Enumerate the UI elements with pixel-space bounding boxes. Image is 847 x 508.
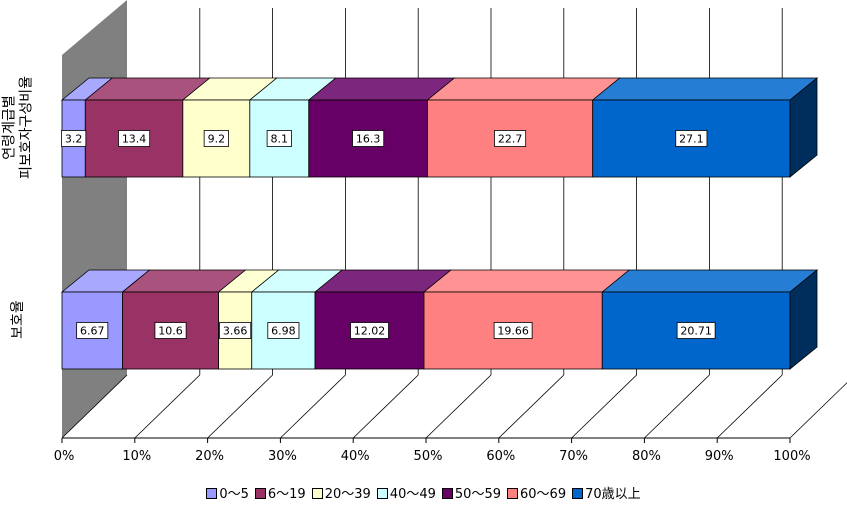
legend-swatch bbox=[441, 488, 453, 499]
floor-gridline bbox=[644, 374, 710, 439]
legend-swatch bbox=[507, 488, 518, 499]
bar-top bbox=[591, 77, 819, 101]
category-label: 연령계급별 bbox=[2, 95, 18, 159]
data-label-box bbox=[267, 322, 300, 339]
floor-gridline bbox=[716, 374, 783, 439]
legend-item: 20～39 bbox=[311, 483, 371, 502]
x-tick-label: 100% bbox=[773, 449, 810, 464]
category-label: 보호율 bbox=[10, 300, 26, 339]
legend-swatch bbox=[572, 488, 584, 499]
data-label-box bbox=[676, 322, 716, 339]
side-wall bbox=[62, 0, 127, 438]
legend-item: 70歳以上 bbox=[572, 483, 641, 502]
legend-item: 40～49 bbox=[376, 483, 436, 502]
data-label: 3.2 bbox=[65, 133, 83, 146]
data-label: 19.66 bbox=[497, 325, 529, 338]
floor-gridline bbox=[425, 374, 492, 439]
legend-label: 20～39 bbox=[324, 487, 371, 502]
data-label-box bbox=[61, 130, 87, 147]
floor-gridline bbox=[789, 382, 847, 439]
legend-label: 70歳以上 bbox=[585, 487, 641, 502]
data-label: 8.1 bbox=[271, 133, 289, 146]
bar-top bbox=[601, 269, 819, 293]
x-tick-label: 60% bbox=[486, 449, 515, 464]
floor-gridline bbox=[571, 374, 637, 439]
data-label: 6.98 bbox=[271, 325, 296, 338]
floor-gridline bbox=[134, 374, 201, 439]
data-label-box bbox=[494, 130, 527, 147]
legend-swatch bbox=[376, 488, 388, 499]
category-label: 피보호자구성비율 bbox=[19, 76, 35, 179]
data-label: 20.71 bbox=[680, 325, 712, 338]
x-tick-label: 30% bbox=[268, 449, 297, 464]
x-tick-label: 70% bbox=[559, 449, 588, 464]
data-label-box bbox=[219, 322, 252, 339]
chart-data-labels: 3.2 13.4 9.2 8.1 16.3 22.7 27.1 6.67 10.6 3.66 6.9… bbox=[61, 130, 716, 339]
stacked-bar-chart: 3.2 13.4 9.2 8.1 16.3 22.7 27.1 6.67 10.6 3.66 6.9… bbox=[2, 0, 847, 464]
legend-label: 6～19 bbox=[267, 487, 306, 502]
bar-top bbox=[422, 269, 631, 293]
data-label: 27.1 bbox=[679, 133, 704, 146]
data-label: 9.2 bbox=[208, 133, 226, 146]
legend-item: 6～19 bbox=[254, 483, 306, 502]
data-label-box bbox=[154, 322, 187, 339]
data-label: 12.02 bbox=[354, 325, 386, 338]
data-label-box bbox=[118, 130, 151, 147]
data-label-box bbox=[493, 322, 533, 339]
chart-bars bbox=[60, 77, 819, 370]
x-tick-label: 50% bbox=[414, 449, 443, 464]
legend-label: 40～49 bbox=[389, 487, 436, 502]
data-label: 13.4 bbox=[122, 133, 147, 146]
bar-top bbox=[426, 77, 621, 101]
bar-segment bbox=[182, 99, 251, 178]
data-label: 16.3 bbox=[356, 133, 381, 146]
bar-side bbox=[789, 77, 818, 178]
legend-label: 60～69 bbox=[520, 487, 567, 502]
legend-swatch bbox=[206, 488, 218, 499]
floor-gridline bbox=[61, 374, 128, 439]
x-tick-label: 20% bbox=[195, 449, 224, 464]
legend-label: 50～59 bbox=[454, 487, 501, 502]
legend-item: 50～59 bbox=[441, 483, 501, 502]
x-tick-label: 80% bbox=[632, 449, 661, 464]
chart-gridlines bbox=[61, 8, 847, 443]
bar-side bbox=[789, 269, 818, 370]
data-label: 3.66 bbox=[223, 325, 248, 338]
floor-gridline bbox=[498, 374, 565, 439]
legend-item: 0～5 bbox=[206, 483, 249, 502]
data-label-box bbox=[675, 130, 708, 147]
data-label-box bbox=[203, 130, 229, 147]
data-label: 6.67 bbox=[80, 325, 105, 338]
legend-swatch bbox=[254, 488, 266, 499]
x-tick-label: 0% bbox=[54, 449, 75, 464]
legend-item: 60～69 bbox=[507, 483, 566, 502]
data-label-box bbox=[352, 130, 385, 147]
x-tick-label: 90% bbox=[705, 449, 734, 464]
data-label-box bbox=[350, 322, 389, 339]
chart-legend: 0～5 6～19 20～39 40～49 50～59 60～69 70歳以上 bbox=[0, 483, 847, 502]
legend-label: 0～5 bbox=[219, 487, 249, 502]
x-tick-label: 40% bbox=[341, 449, 370, 464]
floor-gridline bbox=[207, 374, 273, 439]
chart-wall bbox=[62, 0, 127, 438]
data-label-box bbox=[76, 322, 109, 339]
floor-gridline bbox=[280, 374, 346, 439]
x-axis-ticks: 0% 10% 20% 30% 40% 50% 60% 70% 80% 90% 100% bbox=[54, 449, 811, 464]
data-label: 22.7 bbox=[498, 133, 523, 146]
data-label: 10.6 bbox=[158, 325, 183, 338]
floor-gridline bbox=[352, 374, 419, 439]
data-label-box bbox=[266, 130, 292, 147]
legend-swatch bbox=[311, 488, 323, 499]
x-tick-label: 10% bbox=[122, 449, 151, 464]
